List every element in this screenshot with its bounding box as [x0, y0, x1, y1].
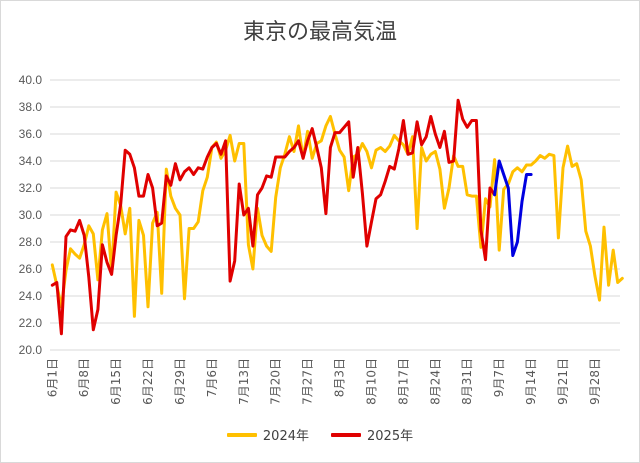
legend-swatch-2025 — [331, 432, 361, 437]
y-tick-label: 26.0 — [19, 262, 43, 276]
y-tick-label: 24.0 — [19, 289, 43, 303]
y-tick-label: 40.0 — [19, 73, 43, 87]
y-tick-label: 22.0 — [19, 316, 43, 330]
y-tick-label: 28.0 — [19, 235, 43, 249]
x-tick-label: 7月20日 — [269, 358, 283, 405]
series-line-2025 — [50, 98, 497, 336]
legend-label-2025: 2025年 — [367, 429, 414, 444]
legend-item-2025: 2025年 — [331, 425, 413, 444]
x-tick-label: 6月1日 — [45, 358, 59, 397]
series-line-2025-highlight — [493, 159, 533, 257]
chart-title: 東京の最高気温 — [242, 20, 397, 45]
x-tick-label: 6月15日 — [109, 358, 123, 405]
x-tick-label: 8月10日 — [364, 358, 378, 405]
x-tick-label: 6月29日 — [173, 358, 187, 405]
series-lines — [50, 98, 624, 336]
series-line-2024 — [50, 115, 624, 318]
legend-item-2024: 2024年 — [226, 425, 309, 444]
y-tick-label: 30.0 — [19, 208, 43, 222]
legend-swatch-2024 — [226, 432, 257, 437]
x-tick-label: 6月22日 — [141, 358, 155, 405]
x-tick-label: 8月31日 — [460, 358, 474, 405]
x-axis-ticks: 6月1日 6月8日 6月15日 6月22日 6月29日 7月6日 7月13日 7月20日 7月2… — [45, 358, 602, 405]
x-tick-label: 9月7日 — [492, 358, 506, 397]
x-tick-label: 8月3日 — [333, 358, 347, 397]
x-tick-label: 8月17日 — [396, 358, 410, 405]
y-tick-label: 38.0 — [19, 100, 43, 114]
y-tick-label: 20.0 — [19, 343, 43, 357]
y-tick-label: 36.0 — [19, 127, 43, 141]
x-tick-label: 6月8日 — [77, 358, 91, 397]
x-tick-label: 9月21日 — [556, 358, 570, 405]
x-tick-label: 9月28日 — [588, 358, 602, 405]
x-tick-label: 7月6日 — [205, 358, 219, 397]
x-tick-label: 8月24日 — [428, 358, 442, 405]
y-tick-label: 34.0 — [19, 154, 43, 168]
x-tick-label: 7月13日 — [237, 358, 251, 405]
legend-label-2024: 2024年 — [262, 429, 309, 444]
x-tick-label: 7月27日 — [301, 358, 315, 405]
y-tick-label: 32.0 — [19, 181, 43, 195]
legend: 2024年 2025年 — [0, 425, 640, 444]
x-tick-label: 9月14日 — [524, 358, 538, 405]
y-axis-ticks: 20.0 22.0 24.0 26.0 28.0 30.0 32.0 34.0 36.0 38.0… — [19, 73, 43, 357]
